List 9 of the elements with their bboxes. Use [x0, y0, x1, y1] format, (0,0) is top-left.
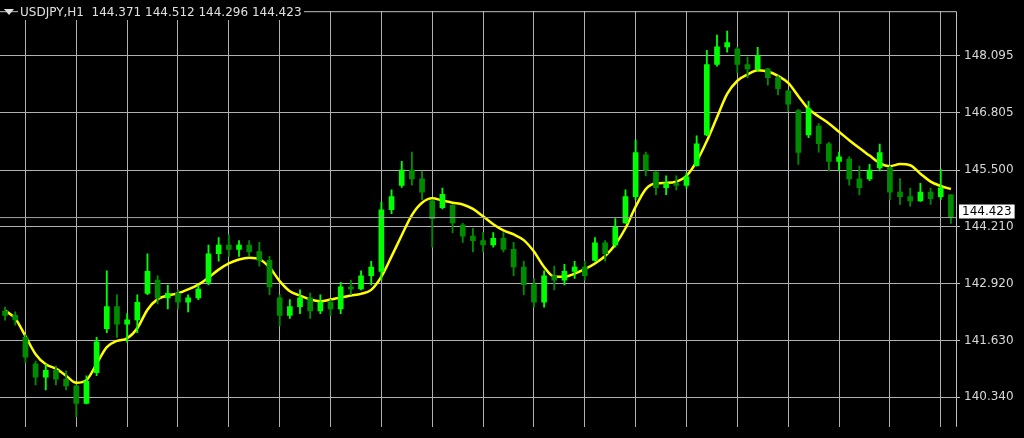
- y-tick-label: 146.805: [964, 104, 1014, 119]
- y-tick-label: 148.095: [964, 48, 1014, 63]
- chart-title: USDJPY,H1 144.371 144.512 144.296 144.423: [18, 4, 304, 20]
- y-tick-label: 144.210: [964, 219, 1014, 234]
- ref-line-label: 144.423: [962, 203, 1012, 218]
- y-tick-label: 145.500: [964, 162, 1014, 177]
- y-tick-label: 141.630: [964, 332, 1014, 347]
- y-tick-label: 142.920: [964, 275, 1014, 290]
- y-tick-label: 140.340: [964, 389, 1014, 404]
